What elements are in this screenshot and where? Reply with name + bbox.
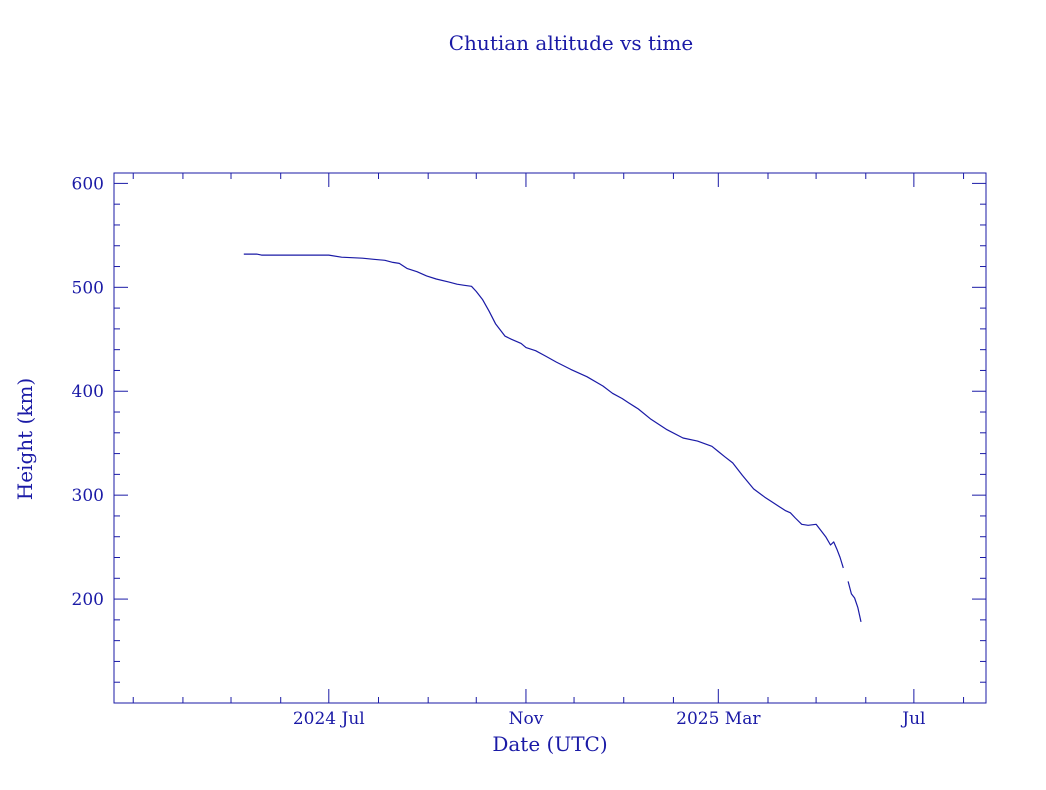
x-axis: 2024 Jul Nov 2025 Mar Jul	[132, 173, 965, 729]
x-tick-label: 2024 Jul	[293, 709, 365, 729]
x-axis-label: Date (UTC)	[492, 732, 607, 756]
y-tick-label: 300	[72, 486, 104, 506]
altitude-series	[243, 253, 862, 623]
x-tick-label: Nov	[509, 709, 544, 729]
chart-title: Chutian altitude vs time	[449, 31, 693, 55]
y-axis: 200 300 400 500 600	[72, 174, 986, 683]
plot-frame	[113, 172, 987, 704]
series-line-2	[847, 581, 862, 623]
x-tick-label: 2025 Mar	[676, 709, 761, 729]
y-tick-label: 400	[72, 382, 104, 402]
x-tick-label: Jul	[900, 709, 925, 729]
y-tick-label: 500	[72, 278, 104, 298]
y-tick-label: 200	[72, 590, 104, 610]
y-axis-label: Height (km)	[13, 378, 37, 500]
series-line-1	[243, 253, 844, 569]
y-tick-label: 600	[72, 174, 104, 194]
